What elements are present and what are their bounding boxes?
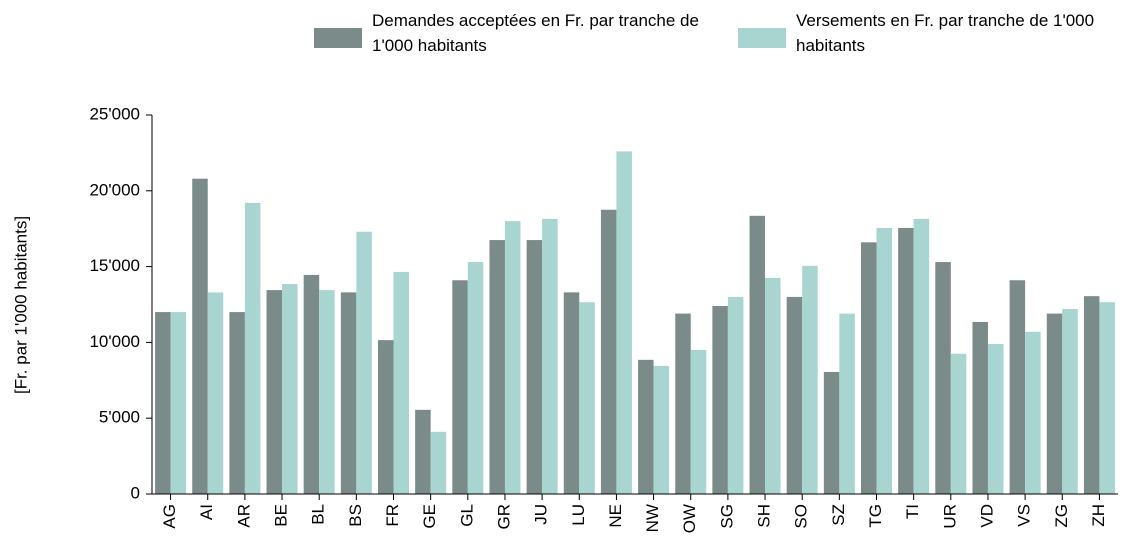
x-tick-label: AR	[234, 504, 253, 528]
bar	[340, 292, 357, 494]
x-tick-label: SO	[792, 504, 811, 529]
bar	[452, 280, 468, 494]
y-tick-label: 20'000	[89, 180, 140, 199]
x-tick-label: VD	[977, 504, 996, 528]
bar	[207, 292, 224, 494]
legend-label: Versements en Fr. par tranche de 1'000 h…	[796, 11, 1095, 55]
bar	[1009, 280, 1026, 494]
bar	[303, 274, 320, 494]
x-tick-label: TG	[866, 504, 885, 528]
bar	[1025, 331, 1041, 494]
bar	[155, 312, 171, 494]
bar	[192, 178, 208, 494]
bar	[282, 284, 298, 494]
x-tick-label: BS	[346, 504, 365, 527]
bar	[489, 240, 505, 494]
x-tick-label: GR	[494, 504, 513, 530]
bar	[170, 312, 187, 494]
x-tick-label: BL	[309, 504, 328, 525]
bar	[653, 365, 670, 494]
y-tick-label: 25'000	[89, 104, 140, 123]
bar	[913, 218, 930, 494]
x-tick-label: SH	[755, 504, 774, 528]
x-tick-label: TI	[903, 504, 922, 519]
bar	[987, 343, 1004, 494]
legend-label: Demandes acceptées en Fr. par tranche de…	[372, 11, 699, 55]
x-tick-label: OW	[680, 504, 699, 533]
bar	[579, 302, 595, 494]
x-tick-label: ZH	[1089, 504, 1108, 527]
y-tick-label: 15'000	[89, 256, 140, 275]
x-tick-label: LU	[569, 504, 588, 526]
bar	[1046, 313, 1063, 494]
bar	[690, 349, 707, 494]
bar	[542, 218, 558, 494]
y-axis-label: [Fr. par 1'000 habitants]	[11, 216, 30, 394]
x-tick-label: GE	[420, 504, 439, 529]
bar	[1062, 309, 1078, 494]
bar	[876, 227, 892, 494]
bar	[823, 371, 840, 494]
x-tick-label: NW	[643, 504, 662, 532]
bar	[1099, 302, 1115, 494]
bar	[319, 290, 335, 494]
legend-swatch	[738, 28, 786, 48]
x-tick-label: FR	[383, 504, 402, 527]
bar	[430, 431, 447, 494]
x-tick-label: NE	[606, 504, 625, 528]
bar	[786, 296, 803, 494]
bar	[839, 313, 855, 494]
bar	[467, 262, 484, 494]
bar	[950, 353, 967, 494]
x-tick-label: BE	[272, 504, 291, 527]
x-tick-label: JU	[532, 504, 551, 525]
bar	[616, 151, 632, 494]
bar	[504, 221, 521, 494]
x-tick-label: AG	[160, 504, 179, 529]
x-tick-label: UR	[940, 504, 959, 529]
bar	[712, 306, 728, 494]
bar	[935, 262, 951, 494]
x-tick-label: GL	[457, 504, 476, 527]
y-tick-label: 10'000	[89, 332, 140, 351]
y-tick-label: 0	[131, 483, 140, 502]
bar	[861, 242, 877, 494]
x-tick-label: VS	[1015, 504, 1034, 527]
bar	[972, 321, 988, 494]
bar	[563, 292, 580, 494]
bar	[415, 409, 431, 494]
x-tick-label: SG	[717, 504, 736, 529]
bar	[600, 209, 617, 494]
bar	[244, 202, 261, 495]
bar	[802, 265, 818, 494]
legend-swatch	[314, 28, 362, 48]
bar	[727, 296, 744, 494]
bar	[675, 313, 691, 494]
x-tick-label: SZ	[829, 504, 848, 526]
bar	[526, 240, 543, 494]
bar	[393, 271, 409, 494]
bar	[266, 290, 283, 494]
bar	[378, 340, 394, 494]
bar	[1083, 296, 1100, 494]
bar	[229, 312, 245, 494]
x-tick-label: ZG	[1052, 504, 1071, 528]
bar	[765, 277, 781, 494]
bar	[356, 231, 372, 494]
bar	[638, 359, 654, 494]
bar	[749, 215, 766, 494]
x-tick-label: AI	[197, 504, 216, 520]
bar	[898, 227, 914, 494]
y-tick-label: 5'000	[99, 408, 140, 427]
